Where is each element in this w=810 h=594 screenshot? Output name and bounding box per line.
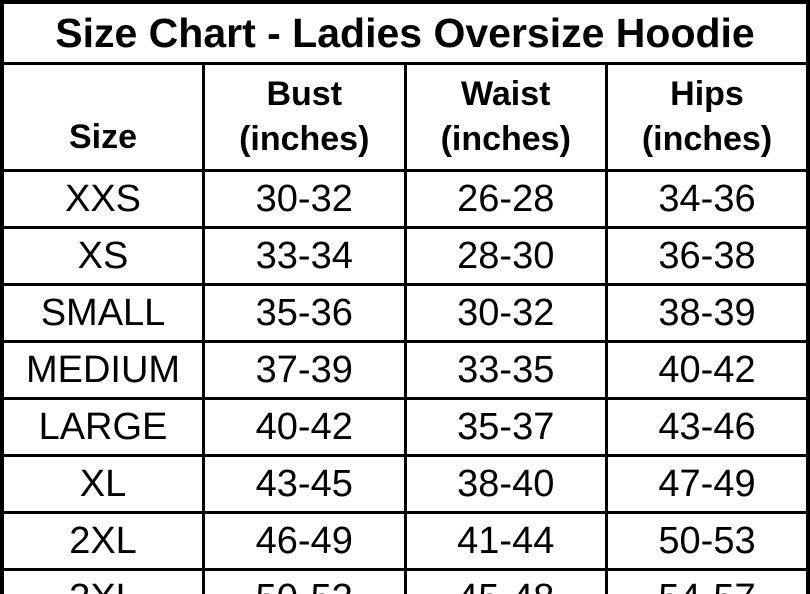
table-row-3xl: 3XL 50-53 45-48 54-57: [0, 568, 810, 594]
title-row: Size Chart - Ladies Oversize Hoodie: [0, 0, 810, 65]
cell-bust: 37-39: [202, 340, 407, 400]
table-row-xs: XS 33-34 28-30 36-38: [0, 226, 810, 286]
cell-hips: 54-57: [605, 568, 810, 594]
cell-hips: 40-42: [605, 340, 810, 400]
column-header-bust: Bust (inches): [202, 62, 407, 172]
cell-bust: 46-49: [202, 511, 407, 571]
cell-waist: 38-40: [403, 454, 608, 514]
table-row-large: LARGE 40-42 35-37 43-46: [0, 397, 810, 457]
cell-hips: 50-53: [605, 511, 810, 571]
cell-waist: 33-35: [403, 340, 608, 400]
cell-size: SMALL: [0, 283, 205, 343]
column-header-row: Size Bust (inches) Waist (inches) Hips (…: [0, 62, 810, 172]
cell-waist: 35-37: [403, 397, 608, 457]
cell-waist: 26-28: [403, 169, 608, 229]
cell-hips: 38-39: [605, 283, 810, 343]
cell-size: XS: [0, 226, 205, 286]
cell-waist: 41-44: [403, 511, 608, 571]
column-header-waist: Waist (inches): [403, 62, 608, 172]
page-title: Size Chart - Ladies Oversize Hoodie: [0, 0, 810, 65]
cell-bust: 35-36: [202, 283, 407, 343]
table-row-xxs: XXS 30-32 26-28 34-36: [0, 169, 810, 229]
cell-hips: 36-38: [605, 226, 810, 286]
cell-bust: 30-32: [202, 169, 407, 229]
cell-hips: 34-36: [605, 169, 810, 229]
cell-hips: 43-46: [605, 397, 810, 457]
cell-bust: 43-45: [202, 454, 407, 514]
table-row-small: SMALL 35-36 30-32 38-39: [0, 283, 810, 343]
column-header-size: Size: [0, 62, 205, 172]
table-row-medium: MEDIUM 37-39 33-35 40-42: [0, 340, 810, 400]
cell-bust: 40-42: [202, 397, 407, 457]
cell-bust: 50-53: [202, 568, 407, 594]
cell-size: XXS: [0, 169, 205, 229]
table-row-xl: XL 43-45 38-40 47-49: [0, 454, 810, 514]
cell-waist: 30-32: [403, 283, 608, 343]
cell-hips: 47-49: [605, 454, 810, 514]
table-row-2xl: 2XL 46-49 41-44 50-53: [0, 511, 810, 571]
cell-size: 3XL: [0, 568, 205, 594]
column-header-hips: Hips (inches): [605, 62, 810, 172]
cell-waist: 28-30: [403, 226, 608, 286]
cell-size: LARGE: [0, 397, 205, 457]
cell-waist: 45-48: [403, 568, 608, 594]
cell-bust: 33-34: [202, 226, 407, 286]
cell-size: XL: [0, 454, 205, 514]
cell-size: MEDIUM: [0, 340, 205, 400]
cell-size: 2XL: [0, 511, 205, 571]
